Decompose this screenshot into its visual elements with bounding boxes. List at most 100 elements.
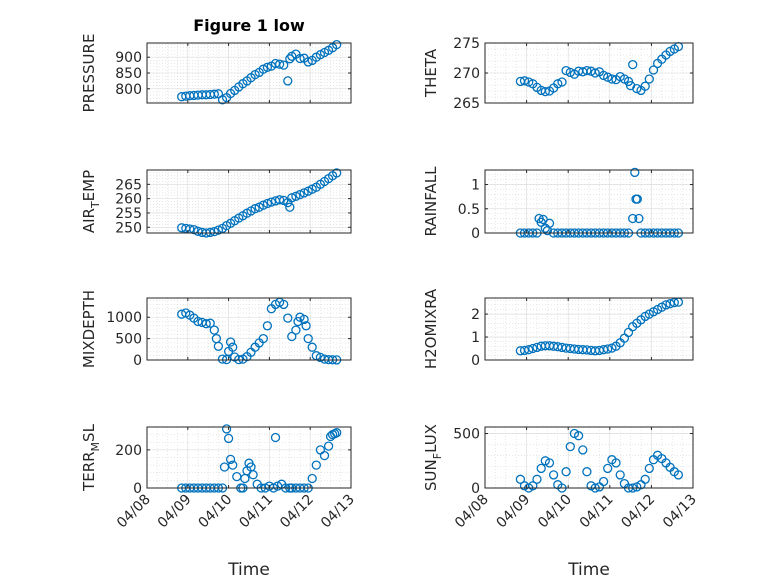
- x-tick-label: 04/10: [196, 492, 236, 532]
- data-point: [283, 313, 293, 323]
- data-point: [228, 460, 238, 470]
- y-axis-label: AIRTEMP: [80, 170, 102, 233]
- data-point: [519, 345, 530, 356]
- x-axis-label: Time: [567, 560, 610, 580]
- data-point: [283, 76, 293, 86]
- axes-box: [146, 169, 352, 234]
- data-point: [232, 471, 242, 482]
- data-point: [274, 59, 285, 69]
- data-point: [557, 77, 567, 87]
- x-tick-label: 04/09: [494, 492, 534, 532]
- data-point: [519, 76, 530, 86]
- data-point: [332, 428, 342, 438]
- data-point: [299, 314, 309, 325]
- data-point: [536, 463, 546, 474]
- data-point: [515, 474, 526, 484]
- data-point: [223, 433, 234, 444]
- data-point: [598, 70, 609, 81]
- y-tick-label: 270: [453, 66, 480, 82]
- data-point: [582, 65, 592, 76]
- data-point: [532, 474, 542, 484]
- axes-box: [484, 297, 694, 361]
- chart-title: Figure 1 low: [193, 16, 305, 35]
- data-point: [332, 168, 342, 178]
- y-axis-label: MIXDEPTH: [80, 290, 98, 368]
- y-tick-label: 265: [453, 96, 480, 112]
- data-point: [285, 54, 295, 64]
- y-tick-label: 500: [115, 332, 142, 348]
- data-point: [640, 81, 650, 91]
- data-point: [315, 352, 326, 363]
- y-tick-label: 250: [115, 220, 142, 236]
- data-point: [598, 476, 609, 487]
- y-tick-label: 0: [133, 353, 142, 369]
- x-tick-label: 04/12: [618, 492, 658, 532]
- data-point: [225, 337, 236, 347]
- data-point: [615, 470, 625, 480]
- x-tick-label: 04/08: [114, 492, 154, 532]
- y-axis-label: SUNFLUX: [422, 424, 444, 491]
- y-axis-label: THETA: [422, 48, 440, 98]
- grid-minor: [485, 427, 693, 489]
- x-tick-label: 04/11: [236, 492, 276, 532]
- data-point: [189, 224, 199, 235]
- data-point: [303, 57, 313, 67]
- data-point: [301, 321, 311, 331]
- data-point: [648, 65, 659, 75]
- x-tick-label: 04/13: [660, 492, 700, 532]
- series-markers: [515, 41, 684, 97]
- data-point: [295, 189, 305, 200]
- data-point: [266, 197, 277, 207]
- data-point: [540, 86, 550, 97]
- data-point: [221, 424, 232, 434]
- data-point: [578, 445, 588, 455]
- y-tick-label: 0: [471, 353, 480, 369]
- data-point: [603, 72, 613, 82]
- y-axis-label: H2OMIXRA: [422, 288, 440, 369]
- data-point: [561, 65, 571, 76]
- y-tick-label: 500: [453, 427, 480, 443]
- data-point: [544, 458, 555, 468]
- data-point: [303, 333, 313, 344]
- grid-minor: [147, 298, 351, 361]
- data-point: [291, 191, 301, 201]
- y-tick-label: 0.5: [458, 202, 480, 218]
- data-point: [201, 319, 211, 329]
- subplot-4: 1 0.5 0 RAINFALL: [422, 166, 694, 242]
- y-tick-label: 200: [115, 443, 142, 459]
- data-point: [213, 225, 224, 235]
- y-tick-label: 265: [115, 177, 142, 193]
- data-point: [311, 460, 321, 470]
- data-point: [262, 198, 273, 209]
- axes-box: [146, 297, 352, 361]
- y-tick-label: 275: [453, 36, 480, 52]
- series-markers: [515, 297, 684, 356]
- y-tick-label: 2: [471, 307, 480, 323]
- data-point: [219, 462, 230, 472]
- data-point: [205, 318, 215, 328]
- y-tick-label: 0: [133, 481, 142, 497]
- data-point: [209, 325, 219, 335]
- y-tick-label: 0: [471, 226, 480, 242]
- y-tick-label: 1: [471, 178, 480, 194]
- axes-box: [484, 169, 694, 234]
- data-point: [262, 321, 273, 331]
- data-point: [669, 297, 679, 308]
- data-point: [240, 473, 250, 484]
- data-point: [217, 354, 228, 364]
- subplot-8: 500 0 SUNFLUX 04/08 04/09 04/10 04/11 04/12 04/1…: [422, 424, 700, 580]
- data-point: [548, 470, 559, 480]
- data-point: [632, 83, 642, 94]
- data-point: [287, 331, 297, 342]
- x-tick-label: 04/10: [535, 492, 575, 532]
- subplot-5: 1000 500 0 MIXDEPTH: [80, 290, 352, 369]
- y-tick-label: 800: [115, 82, 142, 98]
- data-point: [213, 341, 224, 351]
- x-tick-label: 04/12: [277, 492, 317, 532]
- axes-box: [484, 426, 694, 489]
- data-point: [287, 193, 297, 203]
- data-point: [644, 74, 654, 84]
- data-point: [628, 213, 638, 224]
- data-point: [553, 79, 563, 89]
